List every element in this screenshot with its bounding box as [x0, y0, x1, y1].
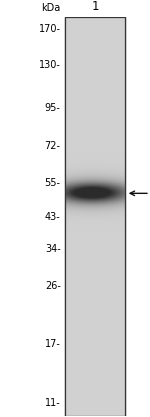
- Text: 72-: 72-: [45, 141, 61, 151]
- Text: 170-: 170-: [39, 24, 61, 33]
- Text: 17-: 17-: [45, 339, 61, 349]
- Bar: [65, 17, 125, 416]
- Text: kDa: kDa: [41, 3, 61, 13]
- Text: 95-: 95-: [45, 103, 61, 113]
- Bar: [65, 17, 125, 416]
- Text: 43-: 43-: [45, 212, 61, 222]
- Text: 1: 1: [91, 0, 99, 13]
- Text: 55-: 55-: [45, 178, 61, 188]
- Text: 26-: 26-: [45, 281, 61, 291]
- Text: 34-: 34-: [45, 244, 61, 254]
- Text: 130-: 130-: [39, 60, 61, 70]
- Text: 11-: 11-: [45, 398, 61, 408]
